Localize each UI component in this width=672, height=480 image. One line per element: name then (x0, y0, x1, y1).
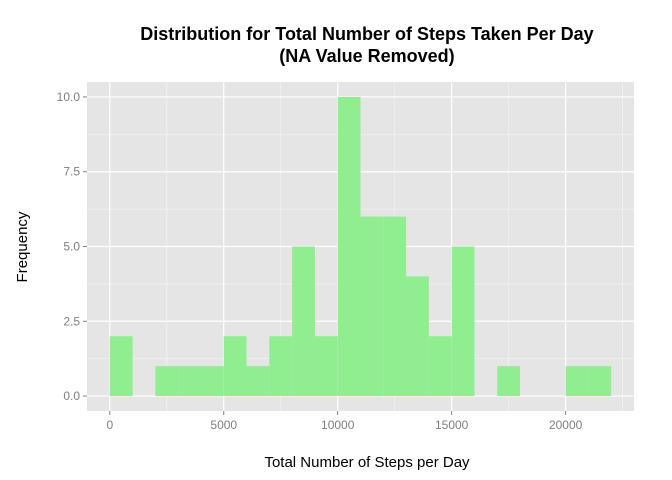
histogram-bar (428, 336, 452, 397)
histogram-bar (269, 336, 293, 397)
y-tick-label: 10.0 (57, 90, 81, 104)
histogram-bar (588, 366, 612, 397)
histogram-bar (246, 366, 270, 397)
x-axis-title: Total Number of Steps per Day (264, 454, 470, 471)
histogram-bar (223, 336, 247, 397)
histogram-bar (155, 366, 179, 397)
histogram-bar (451, 246, 475, 397)
y-tick-label: 0.0 (63, 389, 80, 403)
chart-title-line-2: (NA Value Removed) (279, 46, 454, 66)
x-tick-label: 20000 (549, 418, 583, 432)
y-tick-label: 2.5 (63, 314, 80, 328)
y-tick-label: 7.5 (63, 165, 80, 179)
histogram-bar (497, 366, 521, 397)
histogram-bar (337, 96, 361, 397)
histogram-bar (360, 216, 384, 397)
histogram-bars (109, 96, 612, 397)
x-tick-label: 5000 (210, 418, 237, 432)
histogram-bar (178, 366, 201, 397)
y-axis-ticks: 0.0 2.5 5.0 7.5 10.0 (57, 90, 87, 403)
x-tick-label: 15000 (435, 418, 469, 432)
x-tick-label: 0 (106, 418, 113, 432)
histogram-bar (200, 366, 224, 397)
y-axis-title: Frequency (14, 211, 31, 282)
histogram-bar (109, 336, 133, 397)
histogram-bar (406, 276, 429, 397)
x-axis-ticks: 0 5000 10000 15000 20000 (106, 411, 583, 432)
histogram-bar (383, 216, 407, 397)
chart-title-line-1: Distribution for Total Number of Steps T… (140, 24, 593, 44)
histogram-bar (292, 246, 315, 397)
y-tick-label: 5.0 (63, 240, 80, 254)
histogram-bar (314, 336, 338, 397)
histogram-bar (565, 366, 589, 397)
x-tick-label: 10000 (321, 418, 355, 432)
